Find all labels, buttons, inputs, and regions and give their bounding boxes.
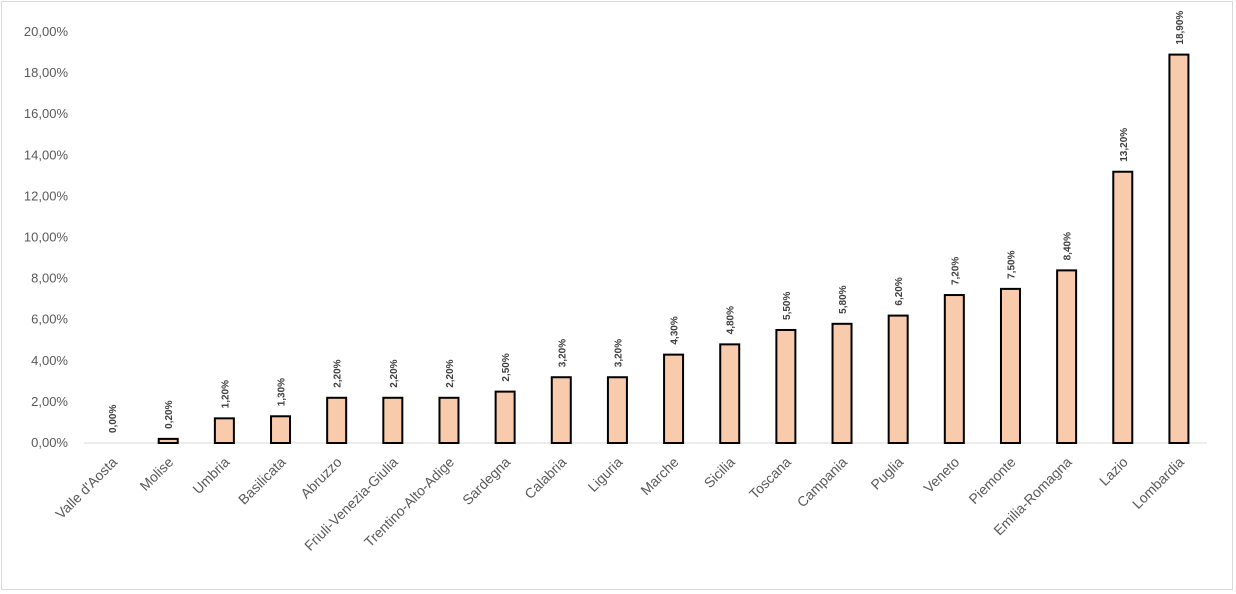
category-label: Puglia bbox=[867, 454, 906, 493]
bar bbox=[382, 396, 404, 445]
category-label: Abruzzo bbox=[297, 454, 345, 502]
bar bbox=[213, 417, 235, 444]
bar bbox=[775, 328, 797, 445]
bar bbox=[999, 287, 1021, 444]
data-label: 1,20% bbox=[220, 380, 231, 408]
y-tick-label: 0,00% bbox=[31, 435, 68, 450]
bar bbox=[943, 294, 965, 445]
category-label: Valle d'Aosta bbox=[52, 454, 120, 522]
bar bbox=[1168, 53, 1190, 444]
category-label: Lazio bbox=[1096, 454, 1131, 489]
data-label: 5,80% bbox=[838, 285, 849, 313]
category-label: Liguria bbox=[585, 454, 626, 495]
data-label: 0,00% bbox=[108, 405, 119, 433]
data-label: 18,90% bbox=[1175, 11, 1186, 45]
y-tick-label: 12,00% bbox=[24, 188, 69, 203]
bar bbox=[887, 314, 909, 444]
category-label: Marche bbox=[637, 454, 681, 498]
bars-group bbox=[157, 53, 1190, 445]
data-label: 13,20% bbox=[1119, 128, 1130, 162]
category-label: Umbria bbox=[189, 454, 232, 497]
y-tick-label: 10,00% bbox=[24, 230, 69, 245]
y-tick-label: 14,00% bbox=[24, 147, 69, 162]
data-label: 8,40% bbox=[1063, 232, 1074, 260]
data-label: 1,30% bbox=[277, 378, 288, 406]
y-tick-label: 20,00% bbox=[24, 24, 69, 39]
bar bbox=[1056, 269, 1078, 444]
category-label: Friuli-Venezia-Giulia bbox=[301, 454, 401, 554]
category-label: Molise bbox=[136, 454, 176, 494]
data-label: 7,20% bbox=[950, 257, 961, 285]
category-label: Basilicata bbox=[235, 454, 289, 508]
bar bbox=[1112, 170, 1134, 445]
bar bbox=[326, 396, 348, 445]
bar bbox=[270, 415, 292, 445]
y-tick-label: 18,00% bbox=[24, 65, 69, 80]
category-label: Calabria bbox=[521, 454, 569, 502]
y-tick-label: 8,00% bbox=[31, 271, 68, 286]
y-tick-label: 2,00% bbox=[31, 394, 68, 409]
data-label: 3,20% bbox=[613, 339, 624, 367]
category-label: Toscana bbox=[746, 454, 794, 502]
data-labels-group: 0,00% 0,20% 1,20% 1,30% 2,20% 2,20% 2,20% 2,50%… bbox=[108, 11, 1186, 433]
data-label: 4,30% bbox=[670, 316, 681, 344]
bar bbox=[438, 396, 460, 445]
data-label: 7,50% bbox=[1006, 250, 1017, 278]
bar bbox=[663, 353, 685, 445]
bar bbox=[831, 322, 853, 444]
y-axis-tick-labels: 0,00% 2,00% 4,00% 6,00% 8,00% 10,00% 12,00% 14,… bbox=[24, 24, 69, 450]
category-labels-group: Valle d'Aosta Molise Umbria Basilicata Abruz… bbox=[52, 454, 1187, 554]
data-label: 5,50% bbox=[782, 292, 793, 320]
y-tick-label: 4,00% bbox=[31, 353, 68, 368]
bar bbox=[157, 437, 179, 445]
bar bbox=[719, 343, 741, 444]
bar bbox=[606, 376, 628, 444]
data-label: 3,20% bbox=[557, 339, 568, 367]
data-label: 4,80% bbox=[726, 306, 737, 334]
category-label: Campania bbox=[794, 454, 851, 511]
data-label: 0,20% bbox=[164, 400, 175, 428]
data-label: 2,20% bbox=[389, 359, 400, 387]
category-label: Sicilia bbox=[701, 454, 738, 491]
category-label: Veneto bbox=[920, 454, 962, 496]
category-label: Piemonte bbox=[965, 454, 1018, 507]
bar bbox=[550, 376, 572, 444]
data-label: 2,20% bbox=[333, 359, 344, 387]
category-label: Lombardia bbox=[1129, 454, 1187, 512]
data-label: 6,20% bbox=[894, 277, 905, 305]
y-tick-label: 16,00% bbox=[24, 106, 69, 121]
category-label: Sardegna bbox=[459, 454, 513, 508]
y-tick-label: 6,00% bbox=[31, 312, 68, 327]
data-label: 2,50% bbox=[501, 353, 512, 381]
data-label: 2,20% bbox=[445, 359, 456, 387]
bar bbox=[494, 390, 516, 444]
